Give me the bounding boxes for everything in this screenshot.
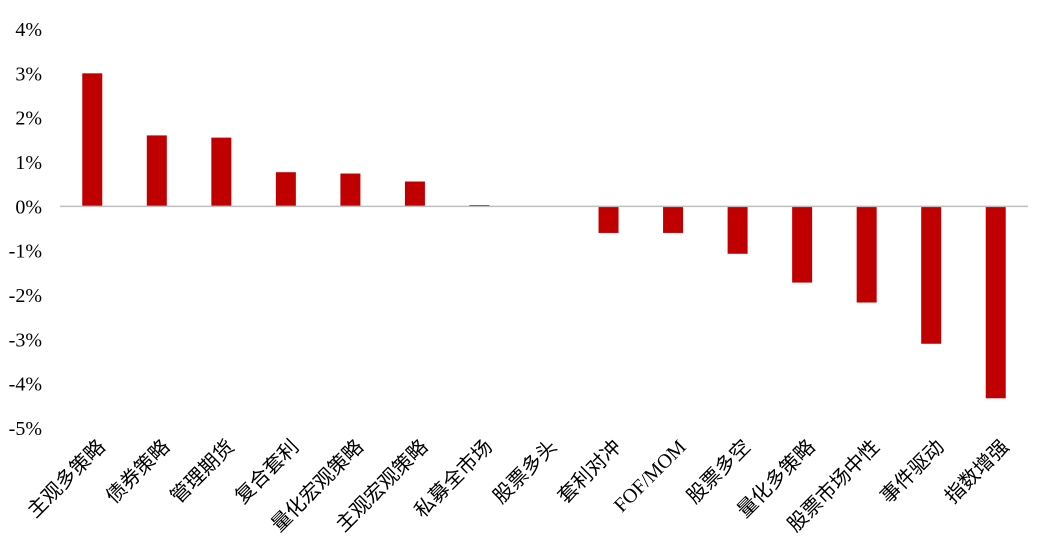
bar xyxy=(985,206,1006,399)
y-tick-label: -3% xyxy=(9,329,42,351)
bar xyxy=(275,172,296,207)
y-tick-label: 0% xyxy=(15,196,42,218)
x-tick-label: 管理期货 xyxy=(165,435,239,509)
bar xyxy=(340,173,361,207)
bar xyxy=(82,73,103,207)
bar xyxy=(211,137,232,207)
y-tick-label: -4% xyxy=(9,374,42,396)
y-axis: 4% 3% 2% 1% 0% -1% -2% -3% -4% -5% xyxy=(9,19,42,440)
y-tick-label: -5% xyxy=(9,418,42,440)
y-tick-label: -2% xyxy=(9,285,42,307)
bar xyxy=(792,206,813,283)
bar xyxy=(856,206,877,303)
bar xyxy=(921,206,942,344)
x-tick-label: 债券策略 xyxy=(101,435,175,509)
y-tick-label: 2% xyxy=(15,108,42,130)
bar xyxy=(663,206,684,233)
x-tick-label: 指数增强 xyxy=(940,435,1014,509)
x-tick-label: 股票多头 xyxy=(488,435,562,509)
x-tick-label: 事件驱动 xyxy=(875,435,949,509)
bar xyxy=(404,181,425,207)
y-tick-label: 1% xyxy=(15,152,42,174)
x-axis-labels: 主观多策略债券策略管理期货复合套利量化宏观策略主观宏观策略私募全市场股票多头套利… xyxy=(22,435,1013,537)
bar xyxy=(727,206,748,254)
x-tick-label: 主观多策略 xyxy=(22,435,110,523)
bars xyxy=(82,73,1006,399)
y-tick-label: 3% xyxy=(15,63,42,85)
bar xyxy=(598,206,619,233)
bar xyxy=(146,135,167,207)
y-tick-label: 4% xyxy=(15,19,42,41)
y-tick-label: -1% xyxy=(9,241,42,263)
